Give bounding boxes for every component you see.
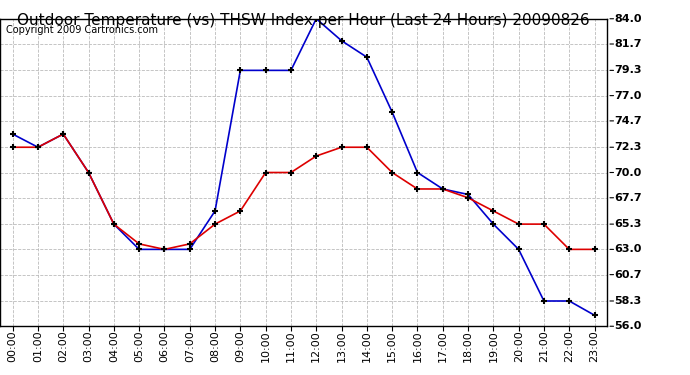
Text: 12:00: 12:00 (311, 330, 322, 362)
Text: 84.0: 84.0 (614, 14, 642, 24)
Text: 56.0: 56.0 (614, 321, 642, 331)
Text: Copyright 2009 Cartronics.com: Copyright 2009 Cartronics.com (6, 25, 158, 35)
Text: 05:00: 05:00 (134, 330, 144, 362)
Text: 14:00: 14:00 (362, 330, 372, 362)
Text: 13:00: 13:00 (337, 330, 346, 362)
Text: 72.3: 72.3 (614, 142, 642, 152)
Text: 00:00: 00:00 (8, 330, 18, 362)
Text: 04:00: 04:00 (109, 330, 119, 362)
Text: 09:00: 09:00 (235, 330, 246, 362)
Text: 65.3: 65.3 (614, 219, 642, 229)
Text: 03:00: 03:00 (83, 330, 94, 362)
Text: 67.7: 67.7 (614, 193, 642, 203)
Text: 20:00: 20:00 (513, 330, 524, 362)
Text: 60.7: 60.7 (614, 270, 642, 280)
Text: 21:00: 21:00 (539, 330, 549, 362)
Text: 15:00: 15:00 (387, 330, 397, 362)
Text: 77.0: 77.0 (614, 91, 642, 101)
Text: 79.3: 79.3 (614, 65, 642, 75)
Text: 22:00: 22:00 (564, 330, 574, 362)
Text: 18:00: 18:00 (463, 330, 473, 362)
Text: 11:00: 11:00 (286, 330, 296, 362)
Text: 81.7: 81.7 (614, 39, 642, 49)
Text: 06:00: 06:00 (159, 330, 170, 362)
Text: 10:00: 10:00 (261, 330, 270, 362)
Text: 70.0: 70.0 (614, 168, 641, 177)
Text: 58.3: 58.3 (614, 296, 641, 306)
Text: 23:00: 23:00 (589, 330, 600, 362)
Text: 16:00: 16:00 (413, 330, 422, 362)
Text: 17:00: 17:00 (437, 330, 448, 362)
Text: 02:00: 02:00 (58, 330, 68, 362)
Text: 63.0: 63.0 (614, 244, 642, 254)
Text: 74.7: 74.7 (614, 116, 642, 126)
Text: 07:00: 07:00 (185, 330, 195, 362)
Text: 01:00: 01:00 (33, 330, 43, 362)
Text: Outdoor Temperature (vs) THSW Index per Hour (Last 24 Hours) 20090826: Outdoor Temperature (vs) THSW Index per … (17, 13, 590, 28)
Text: 19:00: 19:00 (489, 330, 498, 362)
Text: 08:00: 08:00 (210, 330, 220, 362)
